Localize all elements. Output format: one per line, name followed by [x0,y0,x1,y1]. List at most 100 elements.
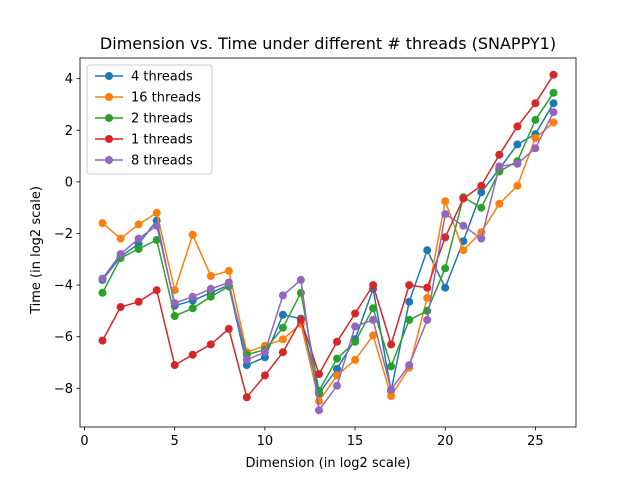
data-point [315,370,323,379]
legend-label: 4 threads [131,70,193,85]
data-point [513,159,522,168]
data-point [423,306,432,315]
data-point [531,99,540,108]
series-3 [98,70,558,402]
data-point [170,312,179,320]
axes-frame [79,57,577,428]
data-point [423,246,432,255]
data-point [134,234,143,243]
data-point [242,393,251,402]
data-point [278,310,287,319]
data-point [206,340,215,349]
x-tick-label: 15 [347,434,364,449]
data-point [513,122,522,131]
data-point [278,291,287,300]
data-point [477,203,486,212]
data-point [206,284,215,293]
data-point [134,297,143,306]
x-axis-label: Dimension (in log2 scale) [245,456,410,471]
legend-label: 1 threads [131,133,193,148]
data-point [495,150,504,159]
y-tick-label: −8 [54,382,73,397]
series-4 [98,108,558,415]
data-point [441,283,450,292]
data-point [152,286,161,295]
data-point [549,108,558,117]
data-point [351,355,360,364]
data-point [134,220,143,229]
data-point [495,199,504,208]
axes: 0 5 10 15 20 25 −8 −6 −4 −2 0 2 4 [54,57,577,449]
data-point [98,288,107,297]
data-point [206,272,215,280]
legend: 4 threads 16 threads 2 threads 1 threads 8 t… [86,64,213,175]
data-point [278,323,287,332]
legend-marker [105,156,113,164]
x-tick-label: 5 [171,434,179,449]
data-point [98,219,107,228]
data-point [188,350,197,359]
data-point [405,297,414,306]
data-point [278,348,287,357]
y-tick-label: −4 [54,279,73,294]
data-point [459,246,468,255]
y-tick-label: −2 [54,227,73,242]
data-point [152,208,161,217]
data-point [369,315,378,324]
data-point [441,264,450,273]
data-point [351,337,360,346]
x-tick-label: 20 [437,434,454,449]
chart-title: Dimension vs. Time under different # thr… [100,34,556,53]
data-point [369,331,378,340]
legend-marker [105,72,113,80]
y-axis-label: Time (in log2 scale) [29,186,44,315]
data-point [495,162,504,171]
data-point [369,281,378,290]
legend-entry: 2 threads [95,112,193,127]
data-point [549,118,558,127]
x-tick-label: 10 [257,434,274,449]
data-point [333,381,341,390]
series-1 [98,118,558,406]
legend-entry: 16 threads [95,91,201,106]
data-point [405,315,414,324]
y-tick-label: 2 [65,124,73,139]
data-point [224,266,233,275]
data-point [441,210,450,219]
data-point [188,292,197,301]
y-tick-label: 0 [65,175,73,190]
data-point [134,245,143,253]
data-point [477,181,486,190]
plot-area [98,70,558,415]
data-point [387,340,396,349]
data-point [549,70,558,79]
y-tick-label: 4 [65,72,73,87]
data-point [423,283,432,292]
legend-marker [105,114,113,122]
data-point [351,309,360,318]
data-point [170,299,179,308]
data-point [315,397,323,406]
data-point [531,134,540,142]
legend-label: 8 threads [131,154,193,169]
legend-marker [105,93,113,101]
data-point [224,278,233,287]
data-point [549,88,558,97]
data-point [351,322,360,331]
data-point [405,361,414,370]
legend-entry: 1 threads [95,133,193,148]
data-point [333,364,341,373]
data-point [477,188,486,197]
legend-marker [105,135,113,143]
data-point [477,234,486,243]
data-point [188,304,197,313]
data-point [116,250,125,259]
data-point [152,221,161,230]
data-point [315,406,323,415]
data-point [531,144,540,153]
data-point [260,371,269,380]
data-point [296,315,305,324]
legend-box [86,64,213,175]
data-point [423,315,432,324]
